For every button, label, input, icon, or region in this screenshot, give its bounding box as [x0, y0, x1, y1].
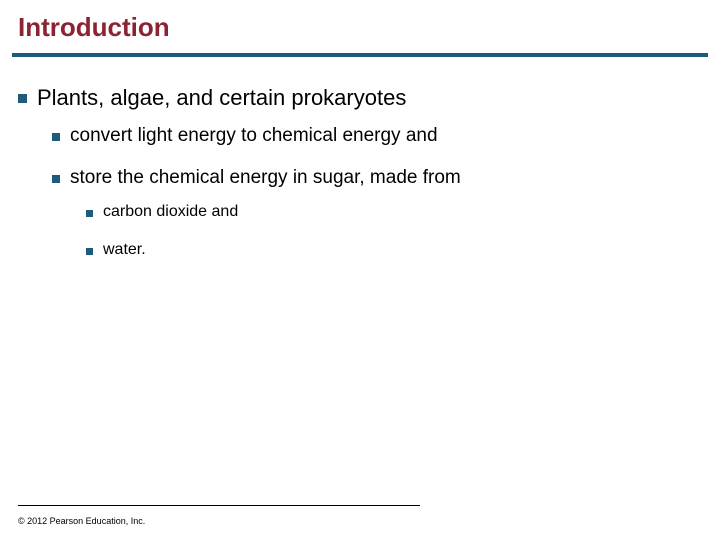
- bullet-lvl2: convert light energy to chemical energy …: [18, 125, 702, 147]
- bullet-text: carbon dioxide and: [103, 203, 238, 221]
- bullet-lvl1: Plants, algae, and certain prokaryotes: [18, 85, 702, 111]
- slide-title: Introduction: [0, 0, 720, 53]
- bullet-text: Plants, algae, and certain prokaryotes: [37, 85, 406, 111]
- square-bullet-icon: [52, 133, 60, 141]
- copyright-text: © 2012 Pearson Education, Inc.: [18, 516, 145, 526]
- slide-content: Plants, algae, and certain prokaryotes c…: [0, 57, 720, 259]
- square-bullet-icon: [52, 175, 60, 183]
- bullet-lvl3: carbon dioxide and: [18, 203, 702, 221]
- bullet-text: store the chemical energy in sugar, made…: [70, 167, 461, 189]
- square-bullet-icon: [86, 248, 93, 255]
- bullet-text: convert light energy to chemical energy …: [70, 125, 438, 147]
- footer-divider: [18, 505, 420, 506]
- bullet-lvl2: store the chemical energy in sugar, made…: [18, 167, 702, 189]
- bullet-lvl3: water.: [18, 241, 702, 259]
- bullet-text: water.: [103, 241, 146, 259]
- square-bullet-icon: [18, 94, 27, 103]
- square-bullet-icon: [86, 210, 93, 217]
